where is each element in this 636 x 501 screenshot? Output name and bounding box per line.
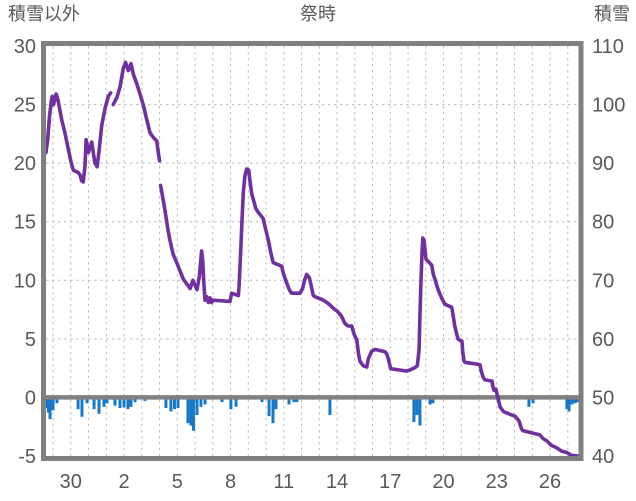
bar	[260, 397, 264, 403]
bar	[274, 397, 278, 410]
bar	[573, 397, 577, 404]
bar	[102, 397, 106, 407]
bar	[51, 397, 55, 411]
bar	[220, 397, 224, 403]
bar	[531, 397, 535, 404]
bar	[191, 397, 195, 431]
bar	[113, 397, 117, 406]
bar	[126, 397, 130, 410]
left-tick-label: 25	[14, 95, 36, 117]
bar	[567, 397, 571, 412]
left-tick-label: 10	[14, 270, 36, 292]
bar	[234, 397, 238, 407]
left-tick-label: 30	[14, 36, 36, 58]
bar	[129, 397, 133, 407]
bar	[97, 397, 101, 414]
plot-frame	[41, 41, 584, 461]
bar	[287, 397, 291, 405]
x-tick-label: 14	[326, 471, 348, 493]
right-tick-label: 40	[592, 446, 614, 468]
right-axis-title: 積雪	[594, 4, 630, 24]
bar	[271, 397, 275, 424]
bar	[527, 397, 531, 407]
bar	[415, 397, 419, 415]
right-tick-label: 100	[592, 95, 625, 117]
line-series	[44, 91, 113, 184]
bar	[48, 397, 52, 420]
left-tick-label: 20	[14, 153, 36, 175]
bar	[118, 397, 122, 408]
left-tick-label: -5	[18, 446, 36, 468]
left-tick-label: 15	[14, 212, 36, 234]
bar	[229, 397, 233, 410]
x-tick-label: 17	[379, 471, 401, 493]
bar	[570, 397, 574, 405]
bar	[199, 397, 203, 407]
bar	[328, 397, 332, 415]
x-tick-label: 5	[172, 471, 183, 493]
line-series	[158, 167, 581, 458]
bar	[105, 397, 109, 404]
bar	[76, 397, 80, 410]
chart-title: 祭時	[300, 4, 336, 24]
left-tick-label: 0	[25, 387, 36, 409]
right-tick-label: 110	[592, 36, 624, 58]
right-tick-label: 60	[592, 329, 614, 351]
bar	[431, 397, 435, 404]
bar	[292, 397, 296, 403]
bar	[428, 397, 432, 405]
bar	[412, 397, 416, 423]
bar	[122, 397, 126, 408]
x-tick-label: 30	[60, 471, 82, 493]
bar	[176, 397, 180, 408]
bar	[80, 397, 84, 417]
x-tick-label: 2	[118, 471, 129, 493]
x-tick-label: 23	[486, 471, 508, 493]
bar	[295, 397, 299, 403]
bar	[133, 397, 137, 403]
bar	[55, 397, 59, 404]
bar	[195, 397, 199, 415]
x-tick-label: 26	[539, 471, 561, 493]
left-axis-title: 積雪以外	[8, 4, 80, 24]
right-tick-label: 50	[592, 387, 614, 409]
x-tick-label: 11	[273, 471, 294, 493]
bar	[169, 397, 173, 412]
right-tick-label: 80	[592, 212, 614, 234]
bar	[186, 397, 190, 424]
bar	[565, 397, 569, 410]
bar	[172, 397, 176, 410]
bar	[267, 397, 271, 417]
right-tick-label: 90	[592, 153, 614, 175]
bar	[576, 397, 580, 403]
bar	[418, 397, 422, 426]
bar	[85, 397, 89, 404]
bar	[46, 397, 50, 413]
x-tick-label: 20	[432, 471, 454, 493]
x-tick-label: 8	[225, 471, 236, 493]
bar	[203, 397, 207, 405]
bar	[189, 397, 193, 426]
bar	[164, 397, 168, 408]
line-series	[111, 60, 162, 163]
right-tick-label: 70	[592, 270, 614, 292]
left-tick-label: 5	[25, 329, 36, 351]
bar	[92, 397, 96, 410]
